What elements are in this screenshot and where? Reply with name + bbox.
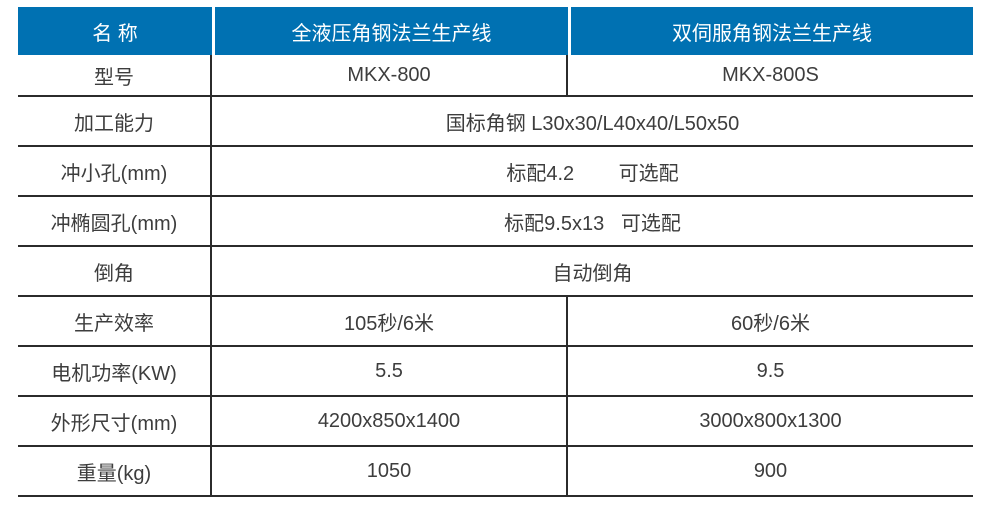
table-row-motor-power: 电机功率(KW) 5.5 9.5 bbox=[18, 347, 973, 397]
cell-value: 5.5 bbox=[212, 347, 568, 397]
table-row-small-hole: 冲小孔(mm) 标配4.2 可选配 bbox=[18, 147, 973, 197]
header-cell-product1: 全液压角钢法兰生产线 bbox=[212, 7, 568, 55]
cell-value: MKX-800S bbox=[568, 55, 973, 97]
row-label: 型号 bbox=[18, 55, 212, 97]
table-row-weight: 重量(kg) 1050 900 bbox=[18, 447, 973, 497]
cell-value: MKX-800 bbox=[212, 55, 568, 97]
cell-value: 900 bbox=[568, 447, 973, 497]
row-label: 生产效率 bbox=[18, 297, 212, 347]
row-label: 倒角 bbox=[18, 247, 212, 297]
row-label: 冲椭圆孔(mm) bbox=[18, 197, 212, 247]
row-label: 加工能力 bbox=[18, 97, 212, 147]
header-cell-name: 名 称 bbox=[18, 7, 212, 55]
cell-value: 60秒/6米 bbox=[568, 297, 973, 347]
cell-value: 9.5 bbox=[568, 347, 973, 397]
cell-value: 4200x850x1400 bbox=[212, 397, 568, 447]
cell-value: 3000x800x1300 bbox=[568, 397, 973, 447]
cell-value: 自动倒角 bbox=[212, 247, 973, 297]
row-label: 电机功率(KW) bbox=[18, 347, 212, 397]
table-row-model: 型号 MKX-800 MKX-800S bbox=[18, 55, 973, 97]
table-row-dimensions: 外形尺寸(mm) 4200x850x1400 3000x800x1300 bbox=[18, 397, 973, 447]
row-label: 外形尺寸(mm) bbox=[18, 397, 212, 447]
cell-value: 1050 bbox=[212, 447, 568, 497]
table-row-efficiency: 生产效率 105秒/6米 60秒/6米 bbox=[18, 297, 973, 347]
table-row-oval-hole: 冲椭圆孔(mm) 标配9.5x13 可选配 bbox=[18, 197, 973, 247]
row-label: 重量(kg) bbox=[18, 447, 212, 497]
header-cell-product2: 双伺服角钢法兰生产线 bbox=[568, 7, 973, 55]
cell-value: 105秒/6米 bbox=[212, 297, 568, 347]
row-label: 冲小孔(mm) bbox=[18, 147, 212, 197]
cell-value: 标配9.5x13 可选配 bbox=[212, 197, 973, 247]
spec-table: 名 称 全液压角钢法兰生产线 双伺服角钢法兰生产线 型号 MKX-800 MKX… bbox=[18, 7, 973, 497]
header-row: 名 称 全液压角钢法兰生产线 双伺服角钢法兰生产线 bbox=[18, 7, 973, 55]
table-row-capacity: 加工能力 国标角钢 L30x30/L40x40/L50x50 bbox=[18, 97, 973, 147]
table-row-chamfer: 倒角 自动倒角 bbox=[18, 247, 973, 297]
cell-value: 标配4.2 可选配 bbox=[212, 147, 973, 197]
cell-value: 国标角钢 L30x30/L40x40/L50x50 bbox=[212, 97, 973, 147]
